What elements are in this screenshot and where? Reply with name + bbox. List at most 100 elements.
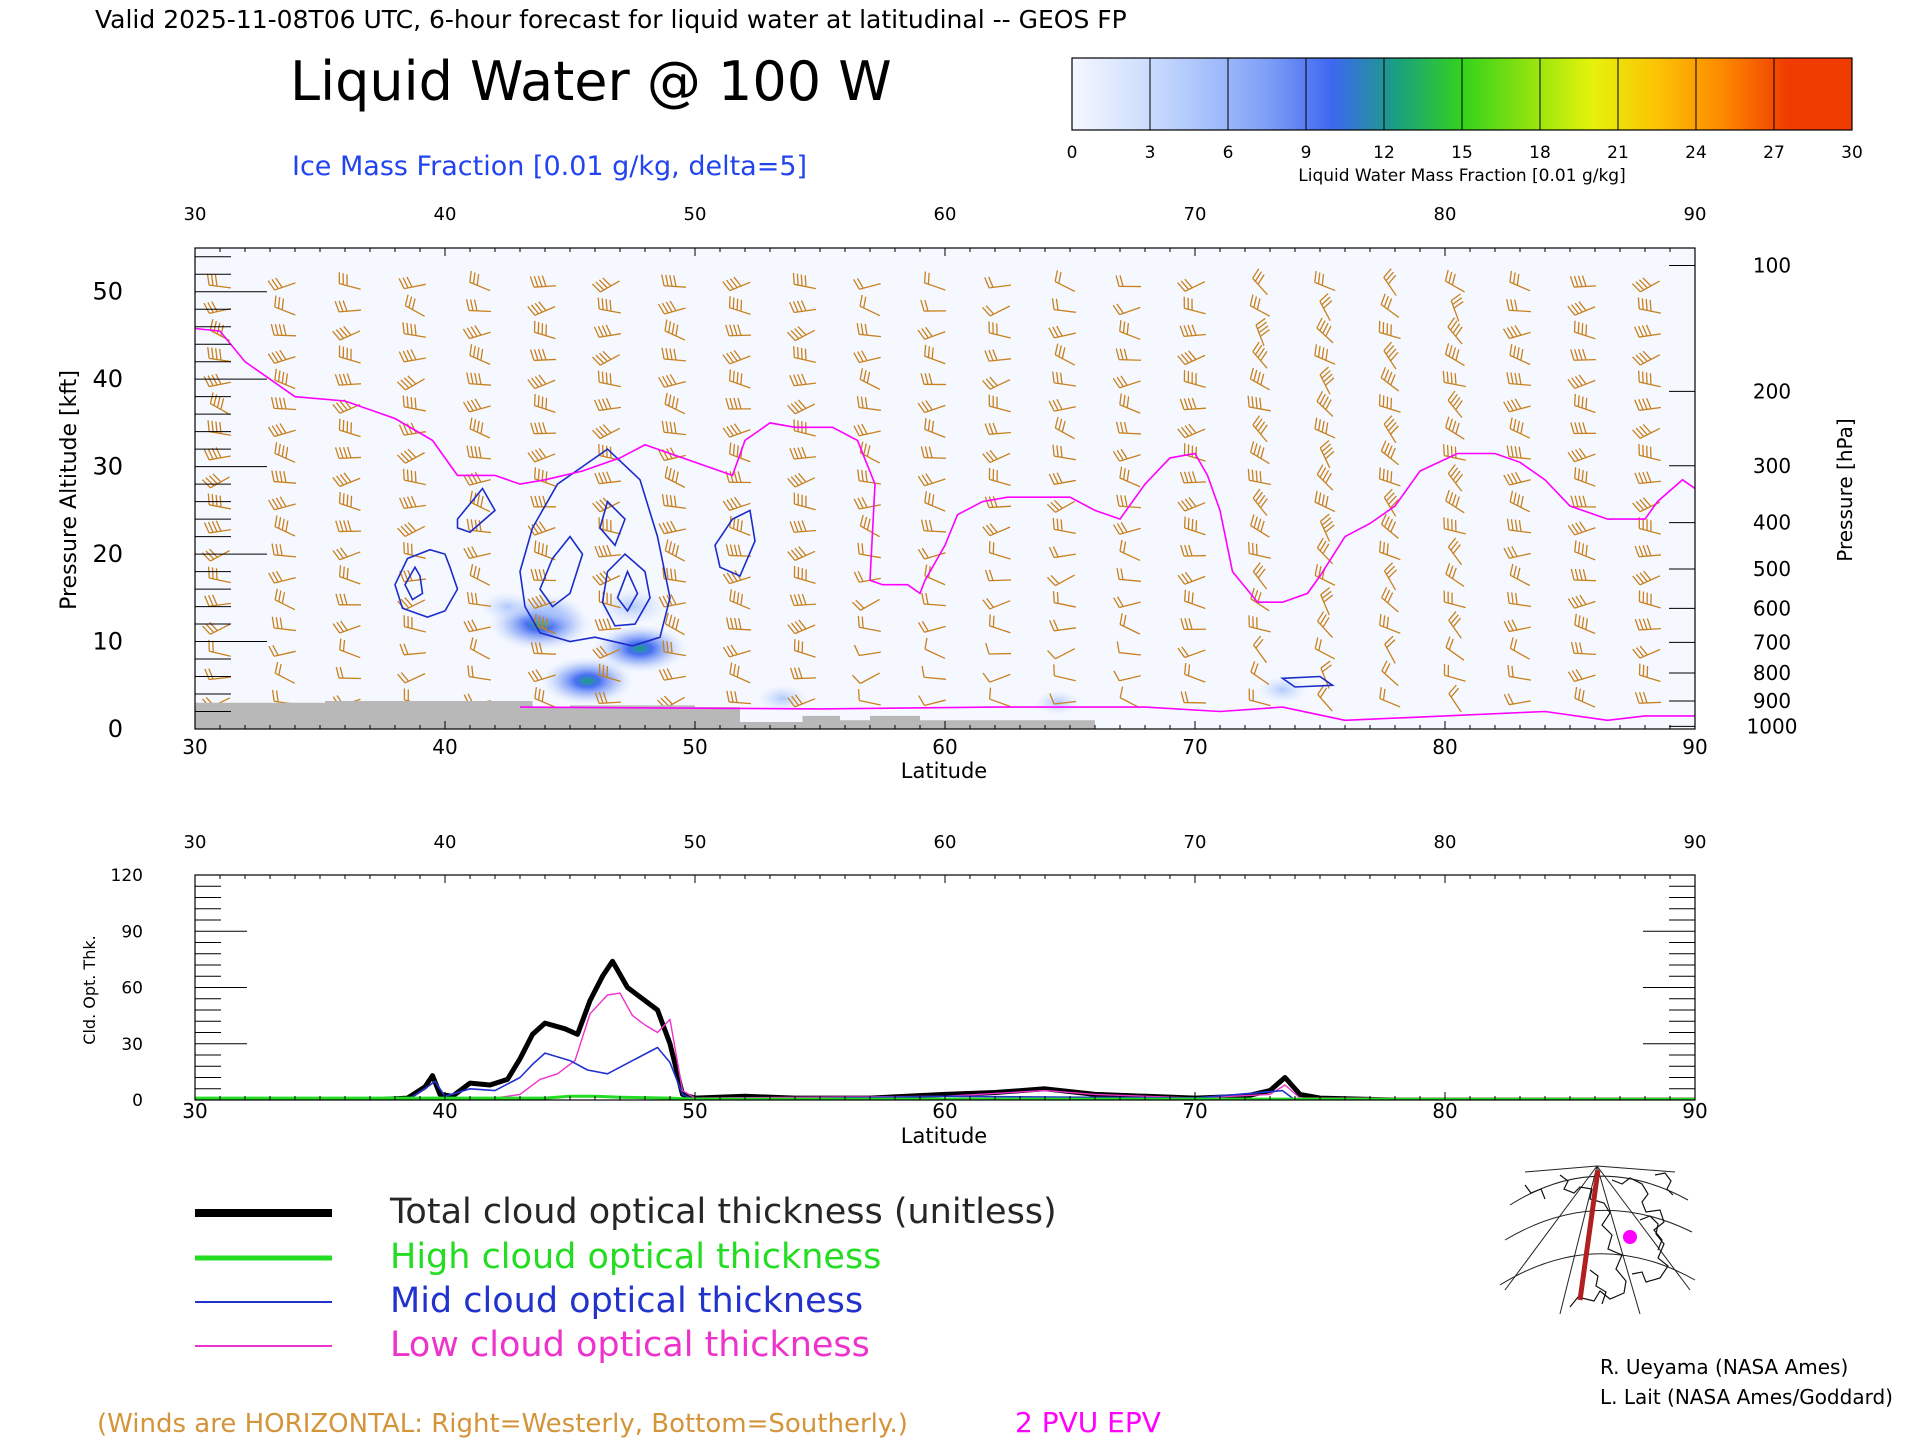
main-xtick-label: 70 xyxy=(1182,735,1207,759)
wind-barb xyxy=(793,639,816,658)
wind-barb xyxy=(1445,489,1465,514)
wind-barb xyxy=(1509,417,1531,439)
wind-barb xyxy=(787,326,816,342)
epv-lower-line xyxy=(519,706,1695,722)
terrain xyxy=(195,701,1095,729)
main-ytick-label: 50 xyxy=(92,278,123,306)
wind-barb xyxy=(722,350,751,365)
wind-barb xyxy=(274,295,296,316)
wind-barb xyxy=(856,322,882,338)
wind-barb xyxy=(728,369,751,389)
liquid-water-field xyxy=(479,588,1308,716)
wind-barb xyxy=(1573,393,1596,414)
colorbar-tick-label: 27 xyxy=(1763,143,1785,163)
wind-barb xyxy=(859,368,881,390)
wind-barb xyxy=(982,305,1011,317)
wind-barb xyxy=(1447,537,1463,566)
wind-barb xyxy=(982,449,1011,464)
wind-barb xyxy=(1252,562,1268,590)
pressure-tick-label: 700 xyxy=(1753,630,1791,654)
wind-barb xyxy=(338,418,361,438)
wind-barb xyxy=(396,448,425,464)
wind-barb xyxy=(1319,292,1333,322)
wind-barb xyxy=(1177,278,1206,292)
wind-barb xyxy=(274,368,296,390)
pressure-tick-label: 1000 xyxy=(1747,714,1798,738)
lower-xtick-label: 90 xyxy=(1682,1099,1707,1123)
wind-barb xyxy=(597,297,621,314)
wind-barb xyxy=(594,544,622,558)
wind-barb xyxy=(1503,693,1531,706)
wind-barb xyxy=(1252,488,1268,516)
wind-barb xyxy=(1250,587,1270,612)
wind-barb xyxy=(789,373,816,387)
wind-barb xyxy=(332,620,361,634)
lower-ytick-label: 60 xyxy=(121,979,143,999)
wind-barb xyxy=(1183,516,1206,536)
liquid-water-blob xyxy=(1257,676,1308,704)
wind-barb xyxy=(857,469,881,485)
wind-barb xyxy=(729,662,751,684)
wind-barb xyxy=(529,275,557,288)
wind-barb xyxy=(984,569,1012,582)
legend-label-low: Low cloud optical thickness xyxy=(390,1325,870,1365)
main-xtick-label-top: 70 xyxy=(1184,204,1207,225)
wind-barb xyxy=(1570,568,1597,582)
wind-barb xyxy=(661,494,686,509)
wind-barb xyxy=(787,694,816,708)
wind-barb xyxy=(533,320,556,340)
wind-barb xyxy=(271,470,297,484)
wind-barb xyxy=(1448,684,1462,713)
wind-barb xyxy=(469,637,490,660)
wind-barb xyxy=(1179,471,1207,484)
liquid-water-blob xyxy=(479,591,536,622)
main-xtick-label: 40 xyxy=(432,735,457,759)
colorbar-tick-label: 30 xyxy=(1841,143,1863,163)
wind-barb xyxy=(722,276,751,292)
wind-barb xyxy=(1509,637,1530,660)
wind-barb xyxy=(399,643,427,656)
wind-barb xyxy=(1316,464,1334,491)
wind-barb xyxy=(1567,301,1596,316)
legend-label-mid: Mid cloud optical thickness xyxy=(390,1281,863,1321)
colorbar-tick-label: 9 xyxy=(1301,143,1312,163)
wind-barb xyxy=(1177,571,1206,585)
wind-barb xyxy=(267,423,296,438)
ice-contour xyxy=(616,569,639,613)
wind-barb xyxy=(1634,618,1662,631)
wind-barb xyxy=(1113,670,1141,682)
wind-barb xyxy=(1634,691,1662,704)
wind-barb xyxy=(1631,277,1660,293)
wind-barb xyxy=(334,300,362,313)
wind-barb xyxy=(853,644,881,657)
main-xtick-label: 80 xyxy=(1432,735,1457,759)
wind-barb xyxy=(1314,490,1336,513)
wind-barb xyxy=(1633,324,1661,338)
wind-barb xyxy=(530,568,557,582)
wind-barb xyxy=(1383,268,1397,296)
main-xtick-label: 60 xyxy=(932,735,957,759)
wind-barb xyxy=(207,566,231,584)
lower-xtick-label: 30 xyxy=(182,1099,207,1123)
ice-contour xyxy=(404,565,424,601)
wind-barb xyxy=(920,373,947,386)
wind-barb xyxy=(1180,544,1207,557)
wind-barb xyxy=(268,496,296,511)
main-ytick-label: 10 xyxy=(92,628,123,656)
wind-barb xyxy=(1049,619,1076,632)
wind-barb xyxy=(1632,350,1661,366)
main-plot-background xyxy=(195,248,1695,729)
legend-label-total: Total cloud optical thickness (unitless) xyxy=(389,1192,1057,1232)
wind-barb xyxy=(924,417,946,439)
wind-barb xyxy=(1573,320,1596,340)
wind-barb xyxy=(1119,320,1141,341)
wind-barb xyxy=(593,324,621,338)
wind-barb xyxy=(918,695,946,707)
wind-barb xyxy=(1183,296,1206,315)
wind-barb xyxy=(1574,686,1596,708)
wind-barb xyxy=(338,565,361,585)
map-coastlines xyxy=(1524,1172,1674,1308)
locator-map xyxy=(1497,1165,1697,1315)
wind-barb xyxy=(402,468,426,486)
wind-barb xyxy=(1054,416,1075,440)
